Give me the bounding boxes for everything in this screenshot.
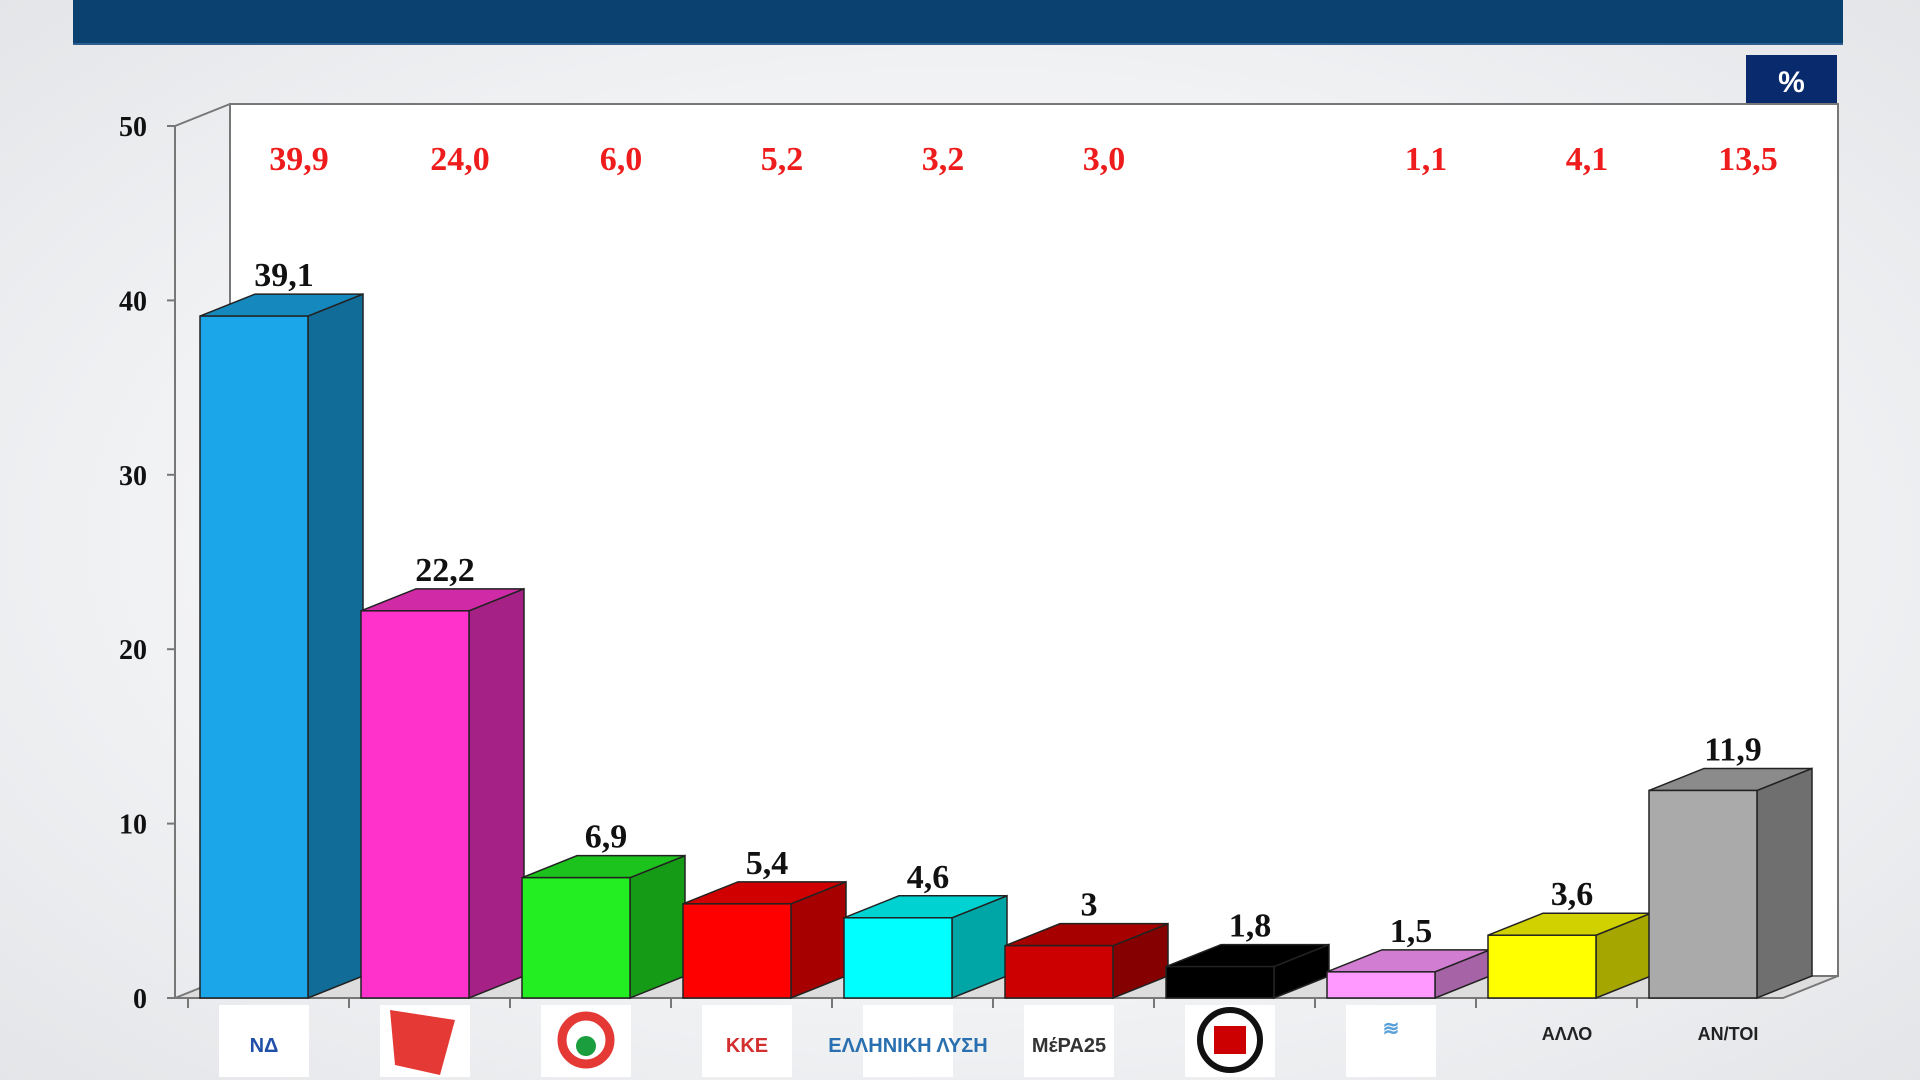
bar (1648, 789, 1758, 999)
party-logo-icon (390, 1010, 455, 1075)
bar (682, 903, 792, 999)
bar-side (307, 292, 364, 1000)
y-tick-label: 50 (119, 112, 147, 143)
party-logo-text: ΚΚΕ (726, 1035, 768, 1057)
party-logo (863, 1005, 953, 1077)
comparison-label: 13,5 (1718, 141, 1778, 178)
bar-side (468, 587, 525, 1000)
y-tick-label: 30 (119, 461, 147, 492)
bar-side (1756, 767, 1813, 1000)
party-logo (1346, 1005, 1436, 1077)
y-tick-label: 0 (133, 984, 147, 1015)
comparison-label: 24,0 (430, 141, 490, 178)
party-logo-icon (576, 1036, 596, 1056)
comparison-label: 6,0 (600, 141, 643, 178)
category-label: ΑΝ/ΤΟΙ (1698, 1024, 1759, 1044)
bar (521, 876, 631, 999)
party-logo-text: ΝΔ (250, 1035, 279, 1057)
y-tick-label: 20 (119, 635, 147, 666)
value-label: 1,5 (1390, 913, 1433, 950)
comparison-label: 3,2 (922, 141, 965, 178)
value-label: 1,8 (1229, 908, 1272, 945)
value-label: 22,2 (415, 552, 475, 589)
party-logo-icon (1197, 1007, 1263, 1073)
comparison-label: 39,9 (269, 141, 329, 178)
party-logo-icon: ≋ (1383, 1018, 1400, 1040)
bar (1326, 971, 1436, 999)
value-label: 5,4 (746, 845, 789, 882)
party-logo (219, 1005, 309, 1077)
bar (843, 917, 953, 999)
bar (1165, 965, 1275, 999)
party-logo-text: ΜέΡΑ25 (1032, 1035, 1106, 1057)
value-label: 4,6 (907, 859, 950, 896)
bar (1487, 934, 1597, 999)
value-label: 11,9 (1704, 731, 1762, 768)
value-label: 6,9 (585, 819, 628, 856)
comparison-label: 5,2 (761, 141, 804, 178)
party-logo-icon (557, 1011, 615, 1069)
party-logo-text: ΕΛΛΗΝΙΚΗ ΛΥΣΗ (828, 1035, 987, 1057)
y-tick-label: 10 (119, 810, 147, 841)
bar (360, 610, 470, 999)
bar-side (629, 854, 686, 1000)
party-logo (702, 1005, 792, 1077)
value-label: 3 (1081, 887, 1098, 924)
axis-edge (174, 103, 231, 127)
value-label: 3,6 (1551, 876, 1594, 913)
comparison-label: 3,0 (1083, 141, 1126, 178)
unit-badge: % (1746, 55, 1837, 110)
category-label: ΑΛΛΟ (1542, 1024, 1593, 1044)
comparison-label: 1,1 (1405, 141, 1448, 178)
title-banner (73, 0, 1843, 45)
party-logo (1024, 1005, 1114, 1077)
party-logo-icon (1214, 1026, 1246, 1054)
bar (199, 315, 309, 999)
comparison-label: 4,1 (1566, 141, 1609, 178)
bar (1004, 944, 1114, 999)
y-tick-label: 40 (119, 286, 147, 317)
value-label: 39,1 (254, 257, 314, 294)
